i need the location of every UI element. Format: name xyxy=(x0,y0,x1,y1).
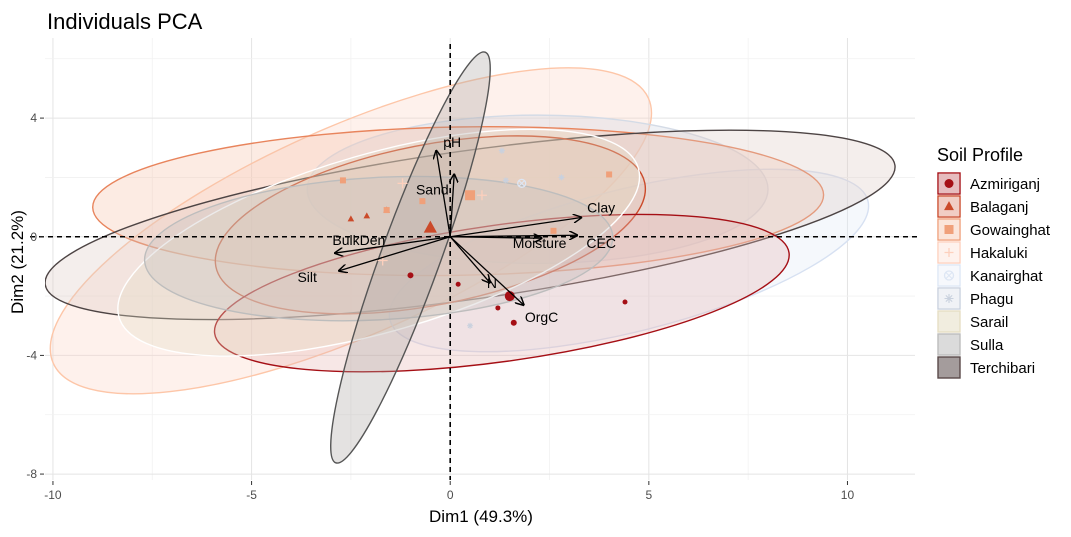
arrow-sand xyxy=(450,174,454,237)
point-kanairghat xyxy=(517,178,527,189)
legend-label-kanairghat: Kanairghat xyxy=(970,268,1043,285)
chart-title: Individuals PCA xyxy=(47,9,203,34)
legend-label-balaganj: Balaganj xyxy=(970,199,1028,216)
point-gowainghat xyxy=(419,198,426,205)
point-kanairghat-cross xyxy=(518,180,525,187)
arrow-label-silt: Silt xyxy=(297,269,317,285)
point-hakaluki xyxy=(397,178,408,189)
arrow-label-n: N xyxy=(487,275,497,291)
point-hakaluki xyxy=(476,190,487,201)
point-balaganj xyxy=(347,215,355,222)
legend-symbol-gowainghat xyxy=(944,225,954,234)
y-tick-label: -8 xyxy=(26,467,37,481)
arrow-ph xyxy=(436,151,451,237)
y-tick-label: 4 xyxy=(30,111,37,125)
x-tick-label: 0 xyxy=(447,488,454,502)
point-phagu xyxy=(502,177,509,184)
legend-symbol-kanairghat-cross xyxy=(945,271,953,280)
ellipse-sarail xyxy=(117,128,641,357)
arrow-n xyxy=(449,236,490,283)
point-phagu xyxy=(467,322,474,329)
point-azmiriganj xyxy=(510,319,517,326)
legend-symbol-balaganj xyxy=(944,201,954,211)
y-tick-label: 0 xyxy=(30,230,37,244)
arrow-label-ph: pH xyxy=(443,134,461,150)
legend-key-sulla xyxy=(937,333,961,356)
point-azmiriganj xyxy=(495,305,501,311)
ellipse-gowainghat xyxy=(92,126,825,277)
legend-label-sulla: Sulla xyxy=(970,337,1004,354)
legend-symbol-kanairghat xyxy=(943,270,955,281)
arrow-silt xyxy=(339,236,451,271)
arrow-label-sand: Sand xyxy=(416,181,449,197)
legend: Soil Profile Azmiriganj Balaganj Gowaingha… xyxy=(937,145,1051,379)
point-balaganj xyxy=(423,220,437,233)
point-azmiriganj xyxy=(622,299,628,305)
arrow-label-moisture: Moisture xyxy=(513,235,567,251)
legend-symbol-azmiriganj xyxy=(944,179,954,188)
x-tick-label: 10 xyxy=(841,488,855,502)
point-balaganj xyxy=(363,212,371,219)
legend-title: Soil Profile xyxy=(937,145,1023,165)
point-azmiriganj xyxy=(407,272,414,279)
legend-label-terchibari: Terchibari xyxy=(970,360,1035,377)
plot-panel xyxy=(45,38,915,480)
ellipse-sulla xyxy=(143,175,614,322)
point-gowainghat xyxy=(465,190,476,201)
point-phagu xyxy=(498,147,505,154)
ellipse-terchibari xyxy=(45,129,896,321)
point-gowainghat xyxy=(606,171,613,178)
point-phagu xyxy=(558,174,565,181)
arrow-clay xyxy=(450,217,581,238)
arrow-label-clay: Clay xyxy=(587,199,615,215)
legend-key-sarail xyxy=(937,310,961,333)
x-tick-label: 5 xyxy=(645,488,652,502)
legend-label-azmiriganj: Azmiriganj xyxy=(970,176,1040,193)
individual-points xyxy=(339,147,628,329)
point-gowainghat xyxy=(550,227,557,234)
legend-key-terchibari xyxy=(937,356,961,379)
point-gowainghat xyxy=(383,207,390,214)
legend-label-gowainghat: Gowainghat xyxy=(970,222,1051,239)
point-azmiriganj xyxy=(455,281,461,287)
arrow-cec xyxy=(450,235,577,236)
arrow-bulkden xyxy=(335,236,451,253)
point-gowainghat xyxy=(339,177,346,184)
arrow-label-cec: CEC xyxy=(586,235,616,251)
legend-label-hakaluki: Hakaluki xyxy=(970,245,1028,262)
arrow-label-bulkden: BulkDen xyxy=(332,232,385,248)
x-tick-label: -5 xyxy=(246,488,257,502)
variable-arrows: pH Sand Clay Moisture CEC BulkDen Silt N OrgC xyxy=(297,134,615,325)
legend-label-sarail: Sarail xyxy=(970,314,1008,331)
arrow-label-orgc: OrgC xyxy=(525,309,558,325)
x-axis-label: Dim1 (49.3%) xyxy=(429,507,533,526)
ellipse-kanairghat xyxy=(388,168,870,353)
arrow-orgc xyxy=(449,236,523,305)
y-axis-label: Dim2 (21.2%) xyxy=(8,210,27,314)
axis-ticks: -10 -5 0 5 10 -8 -4 0 4 xyxy=(26,111,854,502)
y-tick-label: -4 xyxy=(26,348,37,362)
legend-label-phagu: Phagu xyxy=(970,291,1013,308)
legend-symbol-hakaluki xyxy=(944,248,954,257)
x-tick-label: -10 xyxy=(44,488,62,502)
legend-symbol-phagu xyxy=(944,294,954,303)
